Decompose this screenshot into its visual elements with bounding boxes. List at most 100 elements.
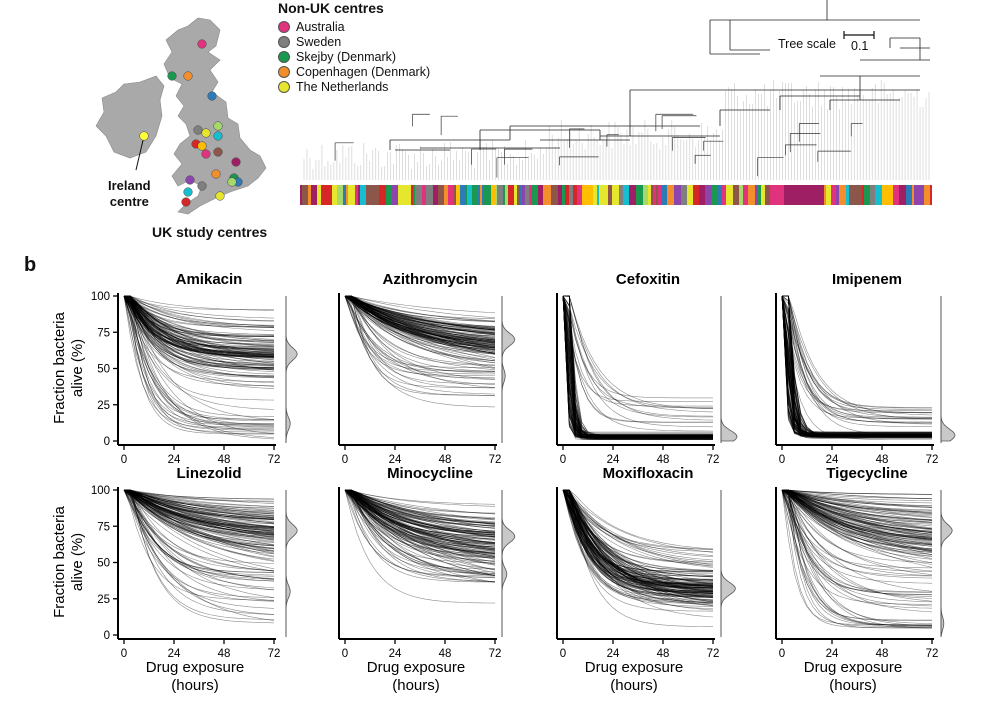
kill-curve	[562, 489, 714, 564]
kill-curve	[344, 295, 496, 346]
curve-group	[344, 295, 496, 408]
kill-curve	[123, 489, 275, 517]
endpoint-density	[501, 490, 516, 635]
kill-curve	[782, 295, 932, 438]
kill-curve	[562, 295, 713, 436]
kill-curve	[344, 295, 495, 384]
strip-segment	[415, 185, 422, 205]
kill-curve	[781, 295, 932, 433]
strip-segment	[308, 185, 311, 205]
kill-curve	[781, 295, 932, 434]
kill-curve	[562, 489, 714, 589]
kill-curve	[781, 295, 932, 436]
kill-curve	[123, 295, 275, 366]
kill-curve	[781, 489, 933, 536]
kill-curve	[562, 295, 713, 436]
kill-curve	[782, 489, 933, 572]
x-tick-label: 24	[168, 454, 181, 466]
kill-curve	[123, 489, 275, 621]
kill-curve	[782, 489, 933, 627]
strip-segment	[503, 185, 505, 205]
kill-curve	[781, 489, 933, 507]
kill-curve	[123, 295, 275, 356]
kill-curve	[562, 489, 713, 587]
kill-curve	[781, 489, 933, 557]
kill-curve	[563, 489, 714, 591]
kill-curve	[344, 489, 496, 520]
kill-curve	[123, 489, 275, 535]
kill-curve	[123, 489, 275, 555]
kill-curve	[562, 489, 714, 590]
kill-curve	[781, 295, 932, 435]
kill-curve	[782, 489, 933, 534]
kill-curve	[562, 295, 713, 437]
kill-curve	[344, 295, 495, 376]
centre-dot	[213, 147, 223, 157]
kill-curve	[781, 295, 932, 438]
kill-curve	[123, 489, 275, 535]
kill-curve	[781, 295, 932, 437]
kill-curve	[781, 489, 933, 515]
kill-curve	[562, 489, 714, 583]
kill-curve	[123, 295, 275, 357]
kill-curve	[563, 295, 713, 440]
x-tick-label: 48	[218, 648, 231, 660]
strip-segment	[328, 185, 332, 205]
kill-curve	[781, 489, 933, 544]
kill-curve	[344, 489, 496, 523]
kill-curve	[345, 295, 496, 319]
kill-curve	[344, 489, 496, 550]
kill-curve	[344, 489, 496, 551]
kill-curve	[123, 489, 275, 528]
kill-curve	[124, 295, 275, 401]
kill-curve	[562, 295, 713, 438]
kill-curve	[344, 489, 496, 565]
kill-curve	[563, 295, 713, 437]
kill-curve	[123, 295, 275, 389]
kill-curve	[562, 489, 714, 586]
kill-curve	[782, 489, 933, 555]
kill-curve	[562, 295, 713, 437]
kill-curve	[123, 295, 275, 428]
kill-curve	[563, 489, 714, 592]
kill-curve	[562, 295, 713, 438]
kill-curve	[123, 489, 275, 515]
kill-curve	[781, 295, 932, 436]
kill-curve	[344, 295, 496, 380]
kill-curve	[344, 489, 496, 558]
kill-curve	[124, 489, 275, 557]
kill-curve	[345, 295, 495, 396]
strip-segment	[846, 185, 849, 205]
kill-curve	[562, 295, 713, 436]
kill-curve	[123, 489, 275, 555]
chart-title: Moxifloxacin	[603, 465, 694, 482]
kill-curve	[123, 295, 275, 426]
kill-curve	[562, 489, 714, 590]
kill-curve	[562, 489, 714, 595]
kill-curve	[124, 489, 275, 530]
kill-curve	[124, 489, 275, 517]
kill-curve	[123, 489, 275, 517]
kill-curve	[344, 295, 496, 353]
strip-segment	[831, 185, 836, 205]
kill-curve	[344, 295, 496, 349]
kill-curve	[563, 295, 713, 433]
kill-curve	[344, 489, 496, 548]
kill-curve	[344, 489, 496, 554]
kill-curve	[344, 489, 496, 535]
kill-curve	[562, 295, 713, 438]
kill-curve	[781, 489, 933, 596]
strip-segment	[661, 185, 667, 205]
kill-curve	[781, 295, 932, 436]
kill-curve	[782, 295, 932, 435]
strip-segment	[912, 185, 914, 205]
kill-curve	[123, 295, 275, 346]
kill-curve	[781, 489, 933, 579]
kill-curve	[562, 489, 714, 578]
tree-branches	[303, 0, 930, 180]
strip-segment	[508, 185, 514, 205]
strip-segment	[582, 185, 587, 205]
kill-curve	[123, 489, 275, 500]
strip-segment	[765, 185, 770, 205]
